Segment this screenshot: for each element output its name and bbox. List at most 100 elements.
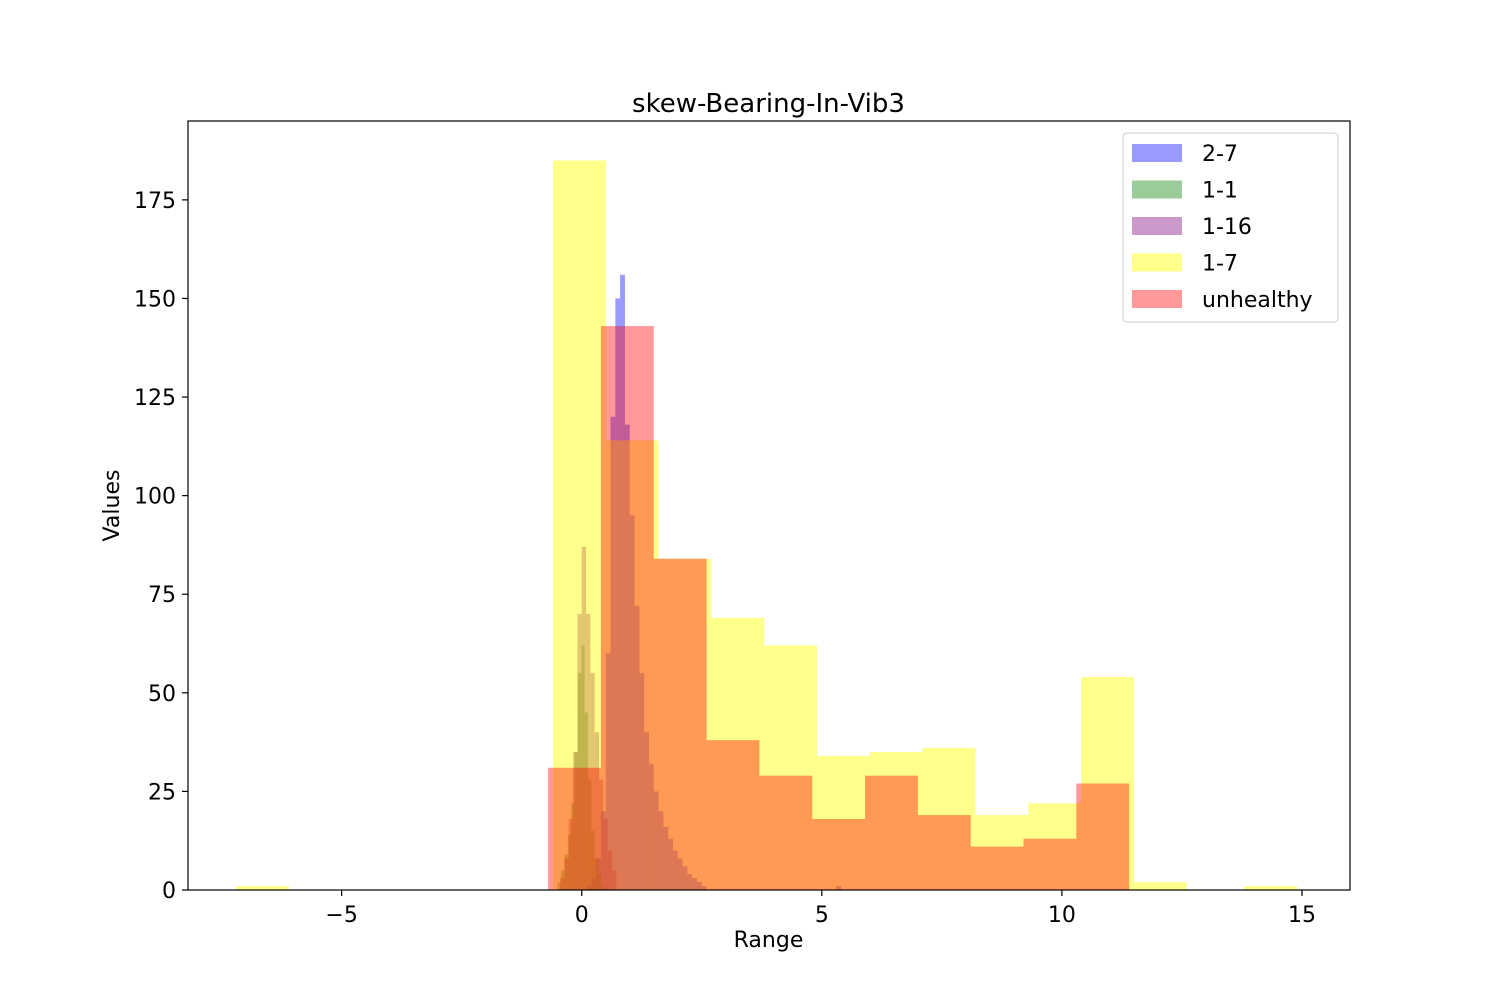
legend-item-unhealthy: unhealthy [1132, 288, 1313, 313]
bar-1-1-1 [561, 870, 565, 890]
bar-1-7-9 [975, 815, 1029, 890]
bar-1-7-4 [711, 617, 765, 890]
bar-2-7-21 [687, 874, 693, 890]
bar-unhealthy-4 [759, 775, 813, 890]
plot-frame [187, 120, 1351, 891]
legend-swatch [1132, 217, 1182, 235]
bar-1-7-5 [764, 645, 818, 890]
bar-1-7-7 [869, 751, 923, 890]
bar-1-16-0 [560, 878, 565, 890]
bar-1-16-7 [590, 673, 595, 890]
bar-1-1-12 [598, 874, 602, 890]
bar-2-7-5 [610, 416, 616, 890]
bar-1-16-8 [594, 732, 600, 890]
bar-2-7-20 [682, 866, 688, 890]
bar-1-1-8 [584, 712, 588, 890]
legend-swatch [1132, 180, 1182, 199]
bar-1-16-2 [568, 819, 574, 890]
bar-2-7-13 [648, 763, 654, 890]
legend-label: 2-7 [1202, 142, 1238, 167]
y-tick-label: 100 [134, 485, 176, 510]
bar-2-7-19 [677, 858, 683, 890]
bar-2-7-17 [668, 838, 673, 890]
bar-1-7-0 [236, 886, 289, 890]
bar-1-7-13 [1244, 886, 1298, 890]
bar-1-7-12 [1133, 882, 1187, 890]
bar-unhealthy-6 [865, 775, 918, 890]
bar-unhealthy-8 [970, 846, 1024, 890]
bar-1-16-1 [564, 858, 569, 890]
bar-1-1-2 [564, 854, 568, 890]
x-tick-label: 0 [575, 903, 589, 928]
series-1-1-bars [557, 645, 605, 890]
bar-1-16-10 [603, 819, 608, 890]
bar-1-7-3 [658, 558, 712, 890]
legend-label: 1-1 [1202, 179, 1238, 204]
bar-unhealthy-0 [548, 767, 601, 890]
bar-1-1-9 [587, 779, 592, 890]
bar-unhealthy-2 [653, 558, 707, 890]
legend-label: unhealthy [1202, 288, 1313, 313]
series-2-7-bars [586, 274, 842, 890]
bar-1-16-11 [607, 850, 612, 890]
x-axis-label: Range [734, 928, 804, 953]
bar-2-7-15 [658, 811, 664, 890]
bar-2-7-0 [586, 886, 592, 890]
bar-2-7-25 [836, 886, 842, 890]
bar-1-1-11 [594, 858, 599, 890]
bar-unhealthy-7 [917, 815, 971, 890]
y-tick-label: 25 [148, 780, 176, 805]
legend-item-1-7: 1-7 [1132, 252, 1238, 277]
bar-1-16-5 [581, 546, 587, 890]
y-tick-label: 150 [134, 287, 176, 312]
legend-item-1-1: 1-1 [1132, 179, 1238, 204]
bar-1-16-9 [599, 779, 604, 890]
x-tick-label: 5 [815, 903, 829, 928]
bar-1-16-4 [577, 613, 582, 890]
x-axis: −5 0 5 10 15 [325, 890, 1316, 928]
bar-2-7-1 [591, 878, 597, 890]
series-1-16-bars [560, 546, 617, 890]
series-1-7-bars [236, 160, 1298, 890]
bar-1-16-3 [573, 751, 578, 890]
bar-2-7-9 [629, 515, 635, 890]
histogram-bars [236, 160, 1298, 891]
bar-2-7-10 [634, 606, 640, 890]
x-tick-label: 10 [1048, 903, 1076, 928]
bar-unhealthy-5 [812, 819, 866, 890]
legend-swatch [1132, 253, 1182, 272]
bar-1-1-5 [574, 751, 578, 890]
x-tick-label: −5 [325, 903, 357, 928]
bar-1-1-7 [581, 645, 585, 890]
y-tick-label: 75 [148, 583, 176, 608]
chart-title: skew-Bearing-In-Vib3 [632, 89, 905, 119]
bar-2-7-22 [692, 878, 697, 890]
bar-2-7-4 [605, 653, 611, 890]
bar-unhealthy-10 [1076, 783, 1130, 890]
bar-unhealthy-3 [706, 740, 760, 890]
legend-label: 1-16 [1202, 215, 1252, 240]
bar-1-7-8 [922, 748, 976, 890]
bar-2-7-3 [600, 811, 606, 890]
bar-1-7-6 [817, 755, 870, 890]
bar-1-1-13 [601, 886, 605, 890]
bar-2-7-7 [620, 274, 625, 890]
bar-unhealthy-9 [1023, 838, 1077, 890]
bar-1-1-10 [591, 830, 595, 890]
bar-2-7-24 [701, 886, 707, 890]
bar-1-7-1 [552, 160, 606, 890]
bar-2-7-14 [653, 791, 659, 890]
bar-1-16-12 [611, 870, 617, 890]
y-axis: 0 25 50 75 100 125 150 175 [134, 189, 188, 904]
bar-1-7-11 [1081, 677, 1134, 890]
legend-box [1122, 132, 1339, 323]
legend-item-1-16: 1-16 [1132, 215, 1252, 240]
bar-2-7-11 [639, 673, 645, 890]
bar-2-7-8 [624, 424, 630, 890]
y-tick-label: 175 [134, 189, 176, 214]
series-unhealthy-bars [548, 326, 1130, 891]
legend-swatch [1132, 144, 1182, 162]
legend-label: 1-7 [1202, 252, 1238, 277]
bar-2-7-2 [596, 858, 601, 890]
